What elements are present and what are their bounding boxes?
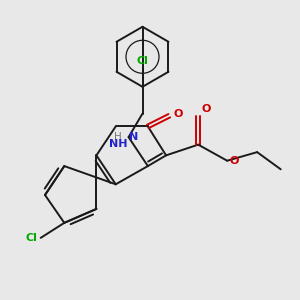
Text: Cl: Cl xyxy=(26,233,38,243)
Text: NH: NH xyxy=(109,139,127,149)
Text: N: N xyxy=(129,132,138,142)
Text: O: O xyxy=(174,109,183,118)
Text: O: O xyxy=(201,103,211,114)
Text: H: H xyxy=(114,132,122,142)
Text: O: O xyxy=(229,156,239,166)
Text: Cl: Cl xyxy=(136,56,148,66)
